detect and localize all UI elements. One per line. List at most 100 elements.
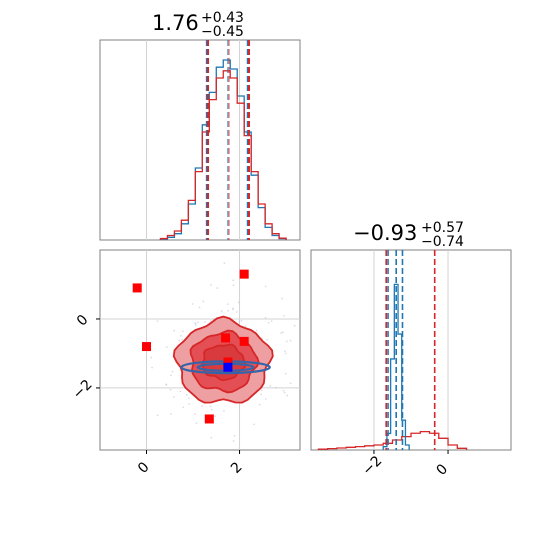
sample-dot	[182, 330, 184, 333]
panel-bottom-right-quantile-lines	[385, 250, 436, 450]
sample-dot	[267, 321, 270, 324]
param1-title-lower: −0.45	[201, 24, 244, 40]
sample-dot	[194, 324, 197, 327]
sample-dot	[223, 409, 225, 412]
sample-dot	[232, 440, 235, 442]
sample-dot	[204, 321, 206, 323]
sample-dot	[255, 329, 258, 332]
sample-dot	[284, 372, 287, 375]
panel-bottom-right-frame	[310, 249, 512, 451]
sample-dot	[282, 389, 285, 392]
sample-dot	[289, 382, 292, 385]
sample-dot	[232, 307, 234, 310]
panel-top-left-histogram: 1.76 +0.43 −0.45	[99, 10, 301, 241]
sample-dot	[210, 436, 213, 439]
panel-top-left-quantile-lines	[205, 40, 250, 240]
sample-dot	[324, 419, 326, 421]
red-marker	[239, 336, 249, 346]
histogram-step-blue	[159, 59, 287, 240]
x-tick-label: 0	[434, 461, 452, 479]
sample-dot	[178, 339, 181, 342]
sample-dot	[270, 320, 273, 323]
histogram-step-red	[159, 70, 287, 240]
sample-dot	[244, 325, 247, 328]
marker-points	[132, 269, 249, 424]
sample-dot	[260, 389, 263, 392]
sample-dot	[180, 334, 182, 337]
sample-dot	[209, 405, 212, 408]
sample-dot	[281, 297, 283, 300]
x-tick-label: −2	[359, 453, 385, 479]
sample-dot	[299, 357, 300, 359]
sample-dot	[275, 386, 277, 389]
sample-dot	[179, 390, 182, 393]
sample-dot	[194, 413, 196, 416]
sample-dot	[260, 393, 262, 396]
param2-title-value: −0.93	[353, 221, 417, 245]
y-tick-label: −2	[70, 377, 96, 403]
sample-dot	[283, 314, 286, 317]
sample-dot	[302, 360, 304, 362]
sample-dot	[156, 414, 159, 417]
panel-bottom-right-title: −0.93 +0.57 −0.74	[353, 220, 464, 250]
sample-dot	[226, 303, 229, 305]
panel-top-left-grid	[146, 40, 241, 240]
param1-title-value: 1.76	[152, 11, 199, 35]
panel-top-left-histograms	[159, 59, 287, 240]
panel-top-left-frame	[99, 39, 301, 241]
sample-dot	[201, 405, 204, 407]
sample-dot	[220, 310, 223, 312]
sample-dot	[232, 279, 235, 282]
panel-bottom-right-histogram: −2 0 −0.93 +0.57 −0.74	[310, 220, 512, 479]
sample-dot	[280, 332, 283, 334]
sample-dot	[181, 338, 184, 341]
sample-dot	[286, 340, 288, 343]
sample-dot	[156, 320, 159, 323]
sample-dot	[214, 415, 217, 418]
red-marker	[239, 269, 249, 279]
red-contours	[172, 315, 274, 404]
red-marker	[142, 342, 152, 352]
sample-dot	[253, 423, 255, 426]
sample-dot	[191, 303, 194, 305]
sample-dot	[258, 403, 261, 406]
panel-bottom-right-ticks: −2 0	[359, 450, 451, 479]
histogram-step-red	[317, 430, 468, 450]
param1-title-upper: +0.43	[201, 10, 244, 26]
sample-dot	[266, 338, 269, 341]
red-marker	[204, 414, 214, 424]
sample-dot	[269, 385, 272, 387]
sample-dot	[173, 329, 176, 332]
x-tick-label: 2	[228, 459, 246, 477]
sample-dot	[301, 415, 303, 417]
sample-dot	[182, 406, 185, 409]
sample-dot	[202, 300, 205, 303]
sample-dot	[165, 346, 168, 349]
sample-dot	[187, 397, 190, 400]
sample-dot	[185, 393, 188, 396]
sample-dot	[197, 321, 200, 324]
sample-dot	[223, 262, 226, 265]
sample-dot	[284, 350, 286, 353]
panel-bottom-left-frame	[99, 249, 301, 451]
sample-dot	[169, 374, 172, 377]
y-tick-label: 0	[74, 312, 92, 330]
sample-dot	[283, 391, 286, 394]
sample-dot	[170, 412, 172, 415]
sample-dot	[235, 311, 238, 313]
sample-dot	[195, 422, 198, 425]
red-marker	[223, 357, 233, 367]
sample-dot	[227, 309, 230, 312]
sample-dot	[171, 370, 174, 373]
sample-dot	[338, 357, 340, 359]
sample-dot	[216, 287, 219, 289]
sample-dot	[289, 339, 292, 342]
sample-dot	[281, 331, 284, 334]
x-tick-label: 0	[135, 459, 153, 477]
sample-dot	[287, 462, 289, 464]
panel-bottom-right-grid	[373, 250, 449, 450]
sample-dot	[169, 388, 172, 391]
sample-dot	[303, 339, 305, 341]
sample-dot	[151, 366, 153, 369]
